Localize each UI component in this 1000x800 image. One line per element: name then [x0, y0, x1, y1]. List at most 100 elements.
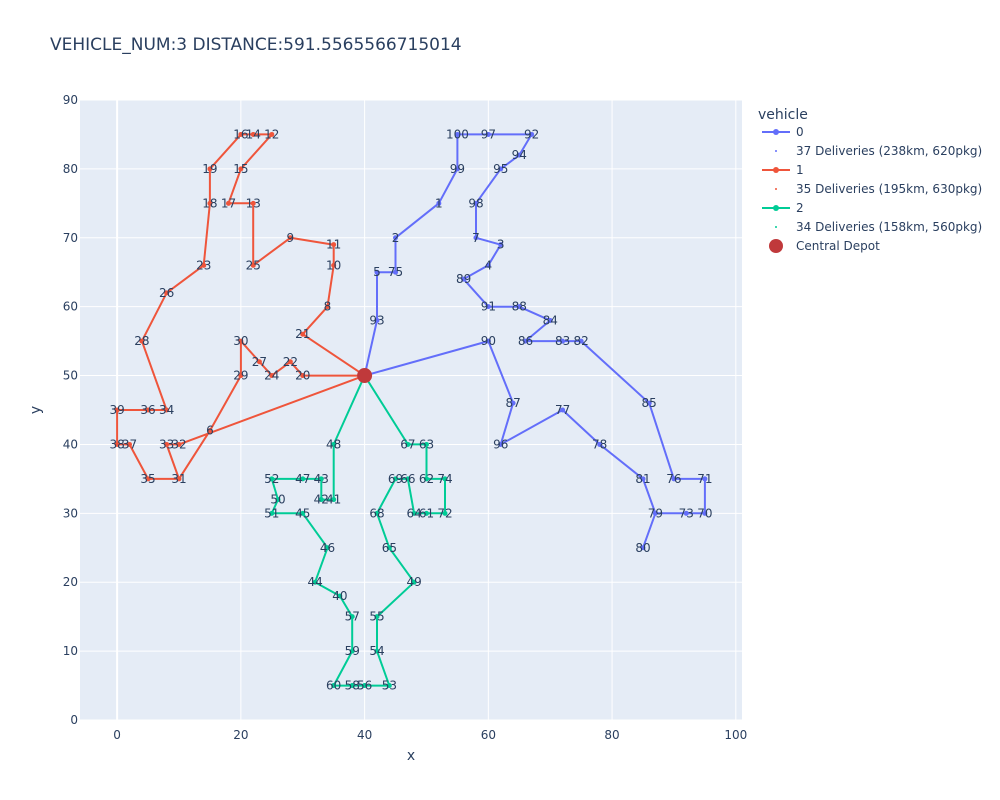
node-label: 46	[320, 541, 335, 555]
legend-item-vehicle-1[interactable]: 1	[762, 163, 804, 177]
node-label: 47	[295, 472, 310, 486]
y-tick-label: 30	[63, 506, 78, 520]
x-axis-title: x	[407, 748, 415, 764]
y-tick-label: 80	[63, 162, 78, 176]
route-point-vehicle-0	[485, 338, 491, 344]
node-label: 92	[524, 127, 539, 141]
node-label: 32	[171, 437, 186, 451]
node-label: 73	[679, 506, 694, 520]
route-point-vehicle-2	[331, 683, 337, 689]
route-point-vehicle-2	[331, 497, 337, 503]
x-tick-label: 100	[724, 728, 747, 742]
legend-marker-icon	[773, 205, 779, 211]
node-label: 52	[264, 472, 279, 486]
route-point-vehicle-1	[250, 200, 256, 206]
route-point-vehicle-0	[498, 242, 504, 248]
route-point-vehicle-2	[318, 497, 324, 503]
legend[interactable]: vehicle 0 37 Deliveries (238km, 620pkg) 1 35…	[758, 107, 982, 253]
legend-item-vehicle-0[interactable]: 0	[762, 125, 804, 139]
node-label: 56	[357, 679, 372, 693]
y-axis-title: y	[28, 406, 44, 414]
depot-marker	[357, 368, 373, 384]
node-label: 27	[252, 355, 267, 369]
legend-item-vehicle-2[interactable]: 2	[762, 201, 804, 215]
node-label: 31	[171, 472, 186, 486]
node-label: 49	[406, 575, 421, 589]
node-label: 75	[388, 265, 403, 279]
node-label: 30	[233, 334, 248, 348]
legend-item-depot[interactable]: Central Depot	[769, 239, 880, 253]
node-label: 88	[512, 300, 527, 314]
route-point-vehicle-0	[529, 131, 535, 137]
legend-dot-icon	[775, 188, 777, 190]
route-point-vehicle-0	[683, 510, 689, 516]
route-point-vehicle-2	[318, 476, 324, 482]
node-label: 67	[400, 437, 415, 451]
node-label: 76	[666, 472, 681, 486]
route-point-vehicle-2	[331, 441, 337, 447]
node-label: 72	[437, 506, 452, 520]
node-label: 81	[635, 472, 650, 486]
node-label: 85	[642, 396, 657, 410]
route-point-vehicle-2	[362, 683, 368, 689]
route-point-vehicle-2	[312, 579, 318, 585]
node-label: 19	[202, 162, 217, 176]
node-label: 14	[246, 127, 261, 141]
route-point-vehicle-0	[498, 441, 504, 447]
route-point-vehicle-1	[300, 373, 306, 379]
node-label: 82	[573, 334, 588, 348]
node-label: 93	[369, 313, 384, 327]
x-tick-label: 60	[481, 728, 496, 742]
node-label: 40	[332, 589, 347, 603]
node-label: 97	[481, 127, 496, 141]
legend-label: 35 Deliveries (195km, 630pkg)	[796, 182, 982, 196]
node-label: 61	[419, 506, 434, 520]
route-point-vehicle-2	[411, 579, 417, 585]
node-label: 71	[697, 472, 712, 486]
node-label: 99	[450, 162, 465, 176]
node-label: 16	[233, 127, 248, 141]
route-line-vehicle-2	[270, 375, 446, 687]
node-label: 37	[122, 437, 137, 451]
route-point-vehicle-1	[331, 262, 337, 268]
node-label: 87	[505, 396, 520, 410]
route-point-vehicle-1	[207, 166, 213, 172]
route-point-vehicle-2	[386, 683, 392, 689]
route-point-vehicle-0	[597, 441, 603, 447]
node-label: 10	[326, 258, 341, 272]
route-point-vehicle-2	[337, 593, 343, 599]
route-point-vehicle-0	[522, 338, 528, 344]
legend-item-deliveries-1[interactable]: 35 Deliveries (195km, 630pkg)	[775, 182, 982, 196]
route-point-vehicle-2	[269, 476, 275, 482]
route-point-vehicle-2	[393, 476, 399, 482]
legend-dot-icon	[775, 226, 777, 228]
route-point-vehicle-1	[126, 441, 132, 447]
route-point-vehicle-1	[201, 262, 207, 268]
legend-item-deliveries-2[interactable]: 34 Deliveries (158km, 560pkg)	[775, 220, 982, 234]
node-label: 84	[543, 313, 558, 327]
node-label: 70	[697, 506, 712, 520]
node-label: 63	[419, 437, 434, 451]
route-point-vehicle-0	[671, 476, 677, 482]
route-point-vehicle-2	[386, 545, 392, 551]
node-label: 6	[206, 424, 214, 438]
node-label: 1	[435, 196, 443, 210]
node-label: 51	[264, 506, 279, 520]
node-label: 100	[446, 127, 469, 141]
node-label: 45	[295, 506, 310, 520]
node-label: 15	[233, 162, 248, 176]
route-point-vehicle-2	[442, 510, 448, 516]
node-label: 25	[246, 258, 261, 272]
route-point-vehicle-0	[473, 200, 479, 206]
route-point-vehicle-2	[349, 648, 355, 654]
route-point-vehicle-0	[485, 131, 491, 137]
node-label: 79	[648, 506, 663, 520]
node-label: 80	[635, 541, 650, 555]
node-label: 55	[369, 610, 384, 624]
legend-item-deliveries-0[interactable]: 37 Deliveries (238km, 620pkg)	[775, 144, 982, 158]
node-label: 64	[406, 506, 421, 520]
node-label: 98	[468, 196, 483, 210]
y-tick-label: 40	[63, 437, 78, 451]
route-point-vehicle-1	[324, 304, 330, 310]
